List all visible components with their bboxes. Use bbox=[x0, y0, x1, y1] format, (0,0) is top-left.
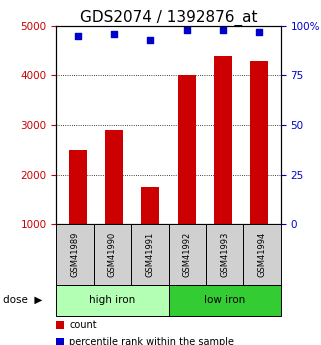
Point bbox=[112, 31, 117, 37]
Point bbox=[148, 37, 153, 42]
Bar bbox=[214, 56, 232, 224]
Point bbox=[220, 27, 225, 33]
Text: GSM41993: GSM41993 bbox=[220, 232, 229, 277]
Text: percentile rank within the sample: percentile rank within the sample bbox=[69, 337, 234, 345]
Text: GSM41991: GSM41991 bbox=[145, 232, 154, 277]
Bar bbox=[105, 130, 123, 224]
Text: count: count bbox=[69, 320, 97, 330]
Bar bbox=[250, 61, 268, 224]
Title: GDS2074 / 1392876_at: GDS2074 / 1392876_at bbox=[80, 10, 257, 26]
Text: low iron: low iron bbox=[204, 295, 245, 305]
Point bbox=[256, 29, 262, 34]
Bar bbox=[141, 187, 160, 224]
Text: GSM41989: GSM41989 bbox=[70, 232, 79, 277]
Bar bbox=[178, 76, 196, 224]
Point bbox=[75, 33, 81, 39]
Text: GSM41994: GSM41994 bbox=[258, 232, 267, 277]
Text: dose  ▶: dose ▶ bbox=[3, 295, 43, 305]
Point bbox=[184, 27, 189, 33]
Bar bbox=[69, 150, 87, 224]
Text: high iron: high iron bbox=[89, 295, 135, 305]
Text: GSM41990: GSM41990 bbox=[108, 232, 117, 277]
Text: GSM41992: GSM41992 bbox=[183, 232, 192, 277]
